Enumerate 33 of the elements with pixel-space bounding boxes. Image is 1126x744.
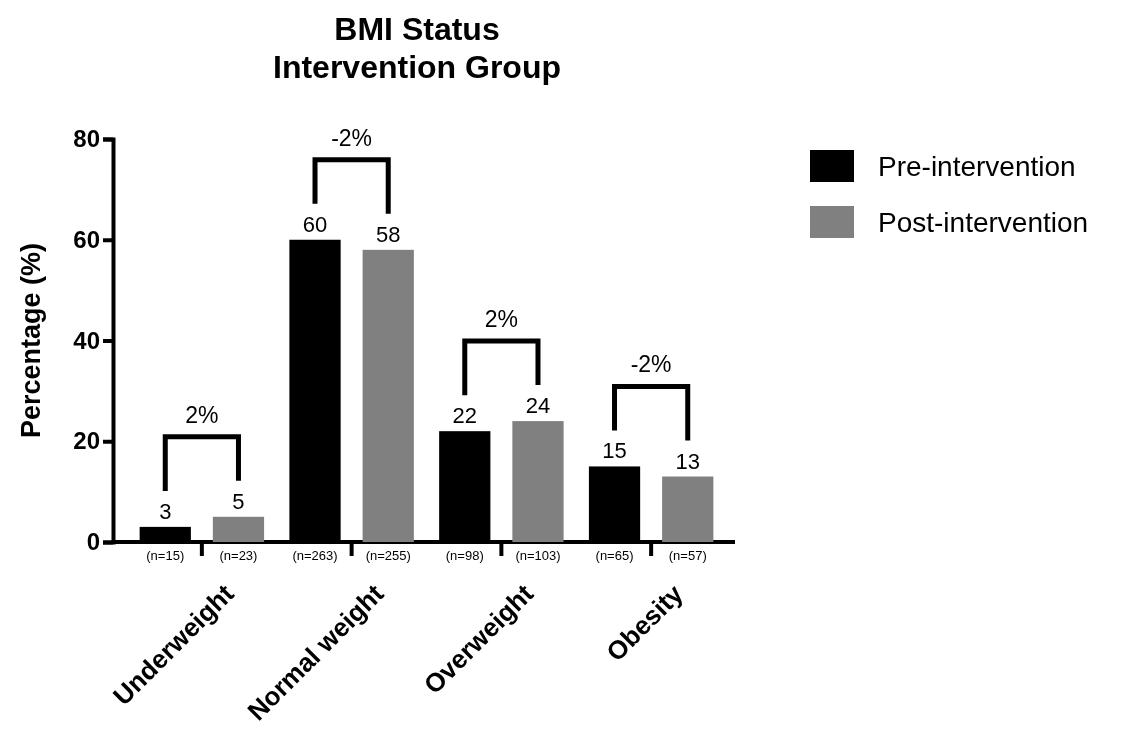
y-tick-label: 80 xyxy=(73,125,100,153)
annotation: -2% xyxy=(630,351,672,378)
y-tick-label: 40 xyxy=(73,326,100,354)
text: (n=103) xyxy=(515,548,561,563)
data-label: 3 xyxy=(159,498,172,524)
data-label: 24 xyxy=(525,393,551,419)
text: (n=23) xyxy=(219,548,258,563)
data-label: 22 xyxy=(452,403,478,429)
annotation: -2% xyxy=(331,124,373,151)
data-label: 60 xyxy=(302,211,328,237)
text: (n=255) xyxy=(365,548,411,563)
annotation: 2% xyxy=(185,401,219,428)
annotation: 2% xyxy=(484,306,518,333)
text: (n=263) xyxy=(292,548,338,563)
bar xyxy=(362,249,414,542)
legend-label: Pre-intervention xyxy=(878,151,1076,182)
legend-label: Post-intervention xyxy=(878,207,1089,238)
data-label: 15 xyxy=(602,438,627,464)
bar xyxy=(212,516,265,542)
y-axis-title: Percentage (%) xyxy=(16,242,46,439)
bar xyxy=(512,421,564,542)
chart-title: BMI Status Intervention Group xyxy=(273,11,561,85)
data-label: 58 xyxy=(375,221,401,247)
bar xyxy=(662,476,714,542)
data-label: 5 xyxy=(232,488,245,514)
y-tick-label: 0 xyxy=(86,528,100,556)
text: (n=65) xyxy=(595,548,634,563)
y-tick-label: 20 xyxy=(73,427,100,455)
text: (n=15) xyxy=(146,548,185,563)
text: (n=98) xyxy=(445,548,484,563)
text: (n=57) xyxy=(668,548,707,563)
data-label: 13 xyxy=(675,448,700,474)
y-tick-label: 60 xyxy=(73,225,100,253)
